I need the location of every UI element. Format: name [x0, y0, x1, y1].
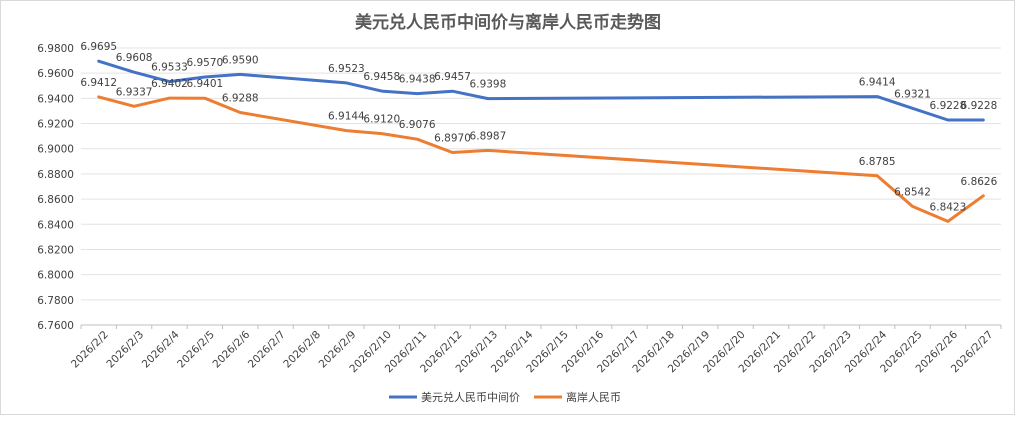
data-label-series-1: 6.9228: [930, 100, 967, 112]
y-tick-label: 6.8000: [37, 270, 74, 282]
y-tick-label: 6.7600: [37, 320, 74, 332]
data-label-series-1: 6.9414: [859, 77, 896, 89]
data-label-series-1: 6.9228: [961, 100, 998, 112]
legend-label-1: 美元兑人民币中间价: [421, 390, 520, 404]
x-tick-label: 2026/2/2: [69, 329, 111, 371]
x-tick-label: 2026/2/5: [175, 329, 217, 371]
data-label-series-1: 6.9458: [363, 71, 400, 83]
data-label-series-2: 6.8626: [961, 176, 998, 188]
data-label-series-2: 6.9288: [222, 92, 259, 104]
series-line-1: [97, 59, 985, 122]
data-label-series-2: 6.8970: [434, 133, 471, 145]
gridlines: [81, 47, 1001, 326]
data-label-series-1: 6.9457: [434, 71, 471, 83]
x-tick-label: 2026/2/4: [140, 328, 182, 370]
data-label-series-1: 6.9695: [80, 41, 117, 53]
data-label-series-2: 6.9337: [116, 86, 153, 98]
data-labels: 6.96956.96086.95336.95706.95906.95236.94…: [80, 41, 997, 213]
data-label-series-2: 6.9144: [328, 111, 365, 123]
data-label-series-2: 6.9401: [186, 78, 223, 90]
y-axis: 6.7600 6.7800 6.8000 6.8200 6.8400 6.8600 6.88…: [37, 43, 74, 332]
data-label-series-2: 6.9402: [151, 78, 188, 90]
data-label-series-2: 6.8542: [894, 186, 931, 198]
series-line-2: [97, 95, 985, 223]
data-label-series-2: 6.9076: [399, 119, 436, 131]
y-tick-label: 6.8400: [37, 219, 74, 231]
y-tick-label: 6.8800: [37, 169, 74, 181]
x-tick-label: 2026/2/7: [246, 329, 288, 371]
data-label-series-1: 6.9438: [399, 74, 436, 86]
y-tick-label: 6.9400: [37, 93, 74, 105]
data-label-series-1: 6.9570: [186, 57, 223, 69]
y-tick-label: 6.8600: [37, 194, 74, 206]
y-tick-label: 6.9200: [37, 119, 74, 131]
y-tick-label: 6.8200: [37, 244, 74, 256]
data-label-series-2: 6.8423: [930, 201, 967, 213]
data-label-series-1: 6.9590: [222, 54, 259, 66]
y-tick-label: 6.9000: [37, 144, 74, 156]
data-label-series-1: 6.9533: [151, 62, 188, 74]
y-tick-label: 6.9800: [37, 43, 74, 55]
x-axis: 2026/2/22026/2/32026/2/42026/2/52026/2/6…: [69, 325, 1002, 375]
data-label-series-2: 6.8987: [470, 130, 507, 142]
data-label-series-2: 6.9120: [363, 114, 400, 126]
data-label-series-2: 6.9412: [80, 77, 117, 89]
y-tick-label: 6.9600: [37, 68, 74, 80]
legend: 美元兑人民币中间价 离岸人民币: [389, 390, 621, 404]
legend-label-2: 离岸人民币: [566, 390, 621, 404]
data-label-series-1: 6.9608: [116, 52, 153, 64]
data-label-series-2: 6.8785: [859, 156, 896, 168]
data-label-series-1: 6.9398: [470, 79, 507, 91]
x-tick-label: 2026/2/8: [281, 329, 323, 371]
x-tick-label: 2026/2/3: [104, 329, 146, 371]
y-tick-label: 6.7800: [37, 295, 74, 307]
chart-title: 美元兑人民币中间价与离岸人民币走势图: [355, 12, 661, 33]
x-tick-label: 2026/2/6: [211, 328, 253, 370]
series-lines: [97, 59, 985, 223]
data-label-series-1: 6.9321: [894, 88, 931, 100]
data-label-series-1: 6.9523: [328, 63, 365, 75]
